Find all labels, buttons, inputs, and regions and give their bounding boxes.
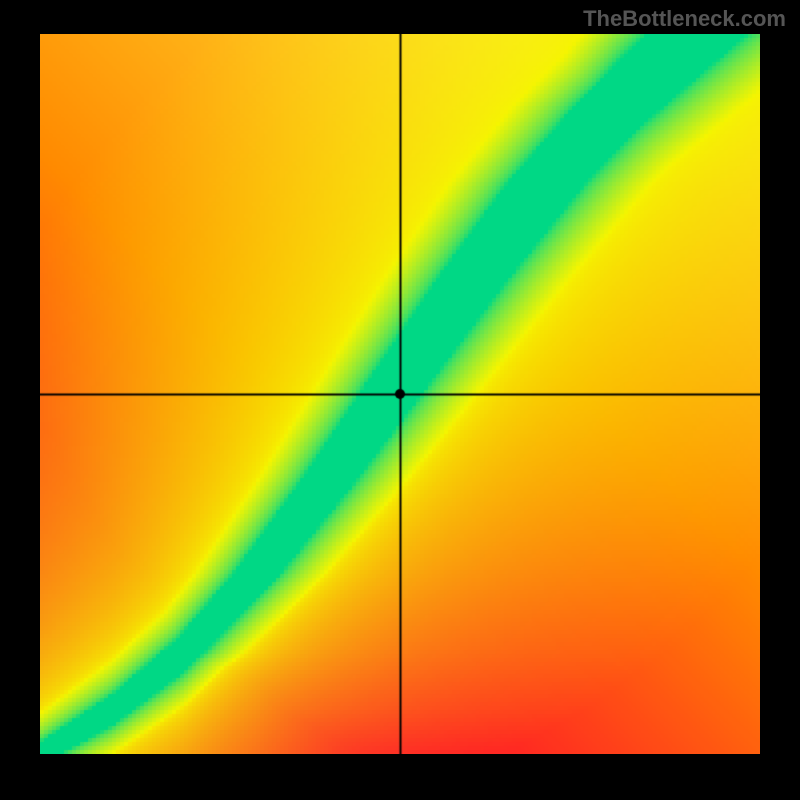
crosshair-overlay — [40, 34, 760, 754]
chart-container: TheBottleneck.com — [0, 0, 800, 800]
watermark-text: TheBottleneck.com — [583, 6, 786, 32]
